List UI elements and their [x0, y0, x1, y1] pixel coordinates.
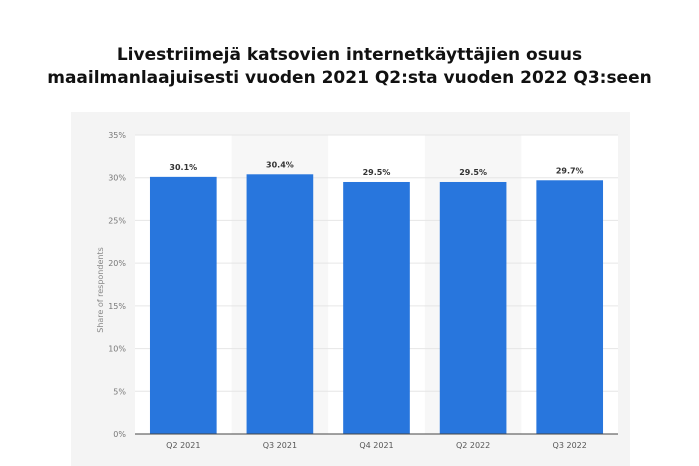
bar	[246, 174, 314, 434]
data-label: 29.5%	[459, 168, 487, 177]
y-tick-label: 5%	[113, 387, 126, 396]
y-tick-label: 0%	[113, 430, 126, 439]
y-tick-label: 25%	[108, 216, 126, 225]
x-tick-label: Q2 2022	[456, 441, 490, 450]
bar	[149, 176, 217, 435]
data-label: 30.4%	[266, 160, 294, 169]
x-tick-label: Q3 2022	[553, 441, 587, 450]
chart-title-line-1: Livestriimejä katsovien internetkäyttäji…	[116, 45, 583, 65]
y-tick-label: 35%	[108, 131, 126, 140]
y-axis-label: Share of respondents	[96, 247, 105, 333]
x-tick-label: Q2 2021	[166, 441, 200, 450]
chart-title: Livestriimejä katsovien internetkäyttäji…	[0, 44, 699, 90]
y-tick-label: 30%	[108, 174, 126, 183]
bar	[343, 181, 410, 434]
chart-title-line-2: maailmanlaajuisesti vuoden 2021 Q2:sta v…	[47, 68, 652, 88]
x-tick-label: Q4 2021	[359, 441, 393, 450]
data-label: 29.7%	[556, 166, 584, 175]
x-tick-label: Q3 2021	[263, 441, 297, 450]
bar	[439, 181, 507, 434]
data-label: 30.1%	[169, 163, 197, 172]
data-label: 29.5%	[363, 168, 391, 177]
y-tick-label: 15%	[108, 302, 126, 311]
y-tick-label: 10%	[108, 345, 126, 354]
bar	[536, 180, 604, 434]
y-tick-label: 20%	[108, 259, 126, 268]
